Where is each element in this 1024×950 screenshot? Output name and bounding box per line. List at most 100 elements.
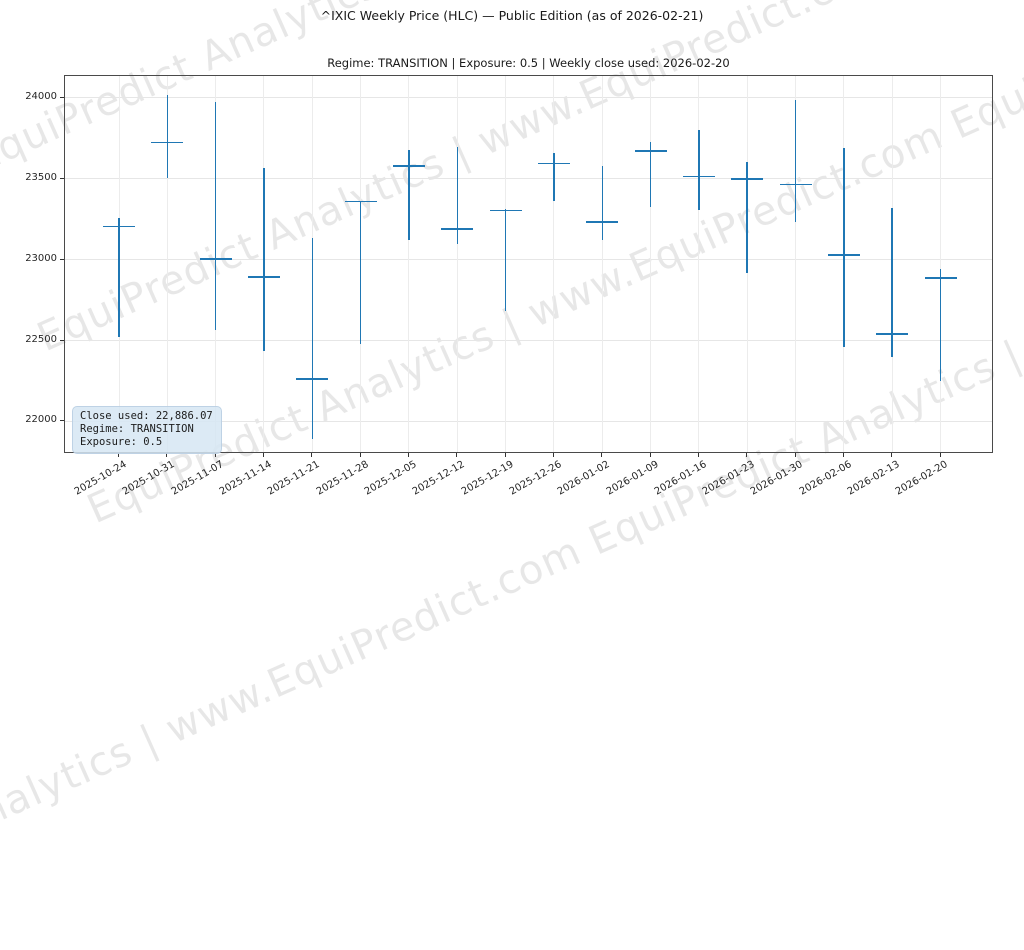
hlc-bar-close-tick bbox=[247, 275, 280, 278]
y-gridline bbox=[65, 259, 992, 261]
x-tick bbox=[359, 453, 361, 457]
x-tick-label: 2025-11-28 bbox=[314, 459, 371, 498]
hlc-bar-close-tick bbox=[682, 175, 715, 178]
hlc-bar-close-tick bbox=[586, 220, 619, 223]
x-gridline bbox=[553, 76, 555, 452]
annotation-line: Close used: 22,886.07 bbox=[80, 410, 213, 422]
y-tick bbox=[60, 96, 64, 98]
hlc-bar-close-tick bbox=[296, 377, 329, 380]
y-gridline bbox=[65, 420, 992, 422]
hlc-bar-range bbox=[263, 167, 265, 352]
hlc-bar-range bbox=[553, 152, 555, 201]
x-tick bbox=[262, 453, 264, 457]
y-tick-label: 23500 bbox=[25, 171, 57, 183]
annotation-line: Exposure: 0.5 bbox=[80, 436, 163, 448]
x-tick-label: 2026-01-23 bbox=[700, 459, 757, 498]
hlc-bar-close-tick bbox=[634, 150, 667, 153]
x-tick-label: 2025-10-31 bbox=[120, 459, 177, 498]
hlc-bar-close-tick bbox=[151, 141, 184, 144]
hlc-bar-range bbox=[311, 237, 314, 440]
hlc-bar-range bbox=[118, 218, 120, 338]
x-tick-label: 2025-11-14 bbox=[217, 459, 274, 498]
x-tick bbox=[601, 453, 603, 457]
x-tick-label: 2026-02-20 bbox=[894, 459, 951, 498]
x-tick bbox=[891, 453, 893, 457]
y-gridline bbox=[65, 178, 992, 180]
hlc-bar-range bbox=[891, 208, 894, 358]
y-gridline bbox=[65, 97, 992, 99]
hlc-bar-close-tick bbox=[876, 332, 909, 335]
y-tick-label: 22500 bbox=[25, 333, 57, 345]
x-gridline bbox=[456, 76, 458, 452]
x-tick bbox=[794, 453, 796, 457]
chart-subtitle: Regime: TRANSITION | Exposure: 0.5 | Wee… bbox=[327, 56, 730, 70]
hlc-bar-range bbox=[843, 148, 845, 348]
x-tick-label: 2026-01-02 bbox=[555, 459, 612, 498]
chart-title: ^IXIC Weekly Price (HLC) — Public Editio… bbox=[320, 8, 704, 23]
y-tick bbox=[60, 339, 64, 341]
x-tick-label: 2026-02-13 bbox=[845, 459, 902, 498]
y-tick bbox=[60, 177, 64, 179]
x-tick-label: 2025-12-12 bbox=[410, 459, 467, 498]
hlc-bar-range bbox=[698, 129, 700, 211]
x-gridline bbox=[408, 76, 410, 452]
x-tick-label: 2026-01-09 bbox=[604, 459, 661, 498]
x-tick bbox=[311, 453, 313, 457]
hlc-bar-range bbox=[601, 165, 604, 241]
hlc-bar-close-tick bbox=[392, 165, 425, 168]
x-tick-label: 2025-12-05 bbox=[362, 459, 419, 498]
x-gridline bbox=[795, 76, 797, 452]
y-tick-label: 23000 bbox=[25, 252, 57, 264]
x-gridline bbox=[601, 76, 603, 452]
y-tick bbox=[60, 258, 64, 260]
hlc-bar-close-tick bbox=[924, 277, 957, 280]
x-tick bbox=[649, 453, 651, 457]
hlc-bar-range bbox=[359, 200, 362, 344]
x-tick bbox=[456, 453, 458, 457]
hlc-bar-close-tick bbox=[441, 228, 474, 230]
x-tick-label: 2025-12-26 bbox=[507, 459, 564, 498]
x-tick bbox=[214, 453, 216, 457]
hlc-bar-range bbox=[504, 208, 507, 311]
x-tick-label: 2026-02-06 bbox=[797, 459, 854, 498]
annotation-box: Close used: 22,886.07 Regime: TRANSITION E… bbox=[72, 406, 222, 454]
hlc-bar-range bbox=[408, 149, 410, 241]
x-tick-label: 2025-12-19 bbox=[459, 459, 516, 498]
x-gridline bbox=[650, 76, 652, 452]
hlc-bar-close-tick bbox=[827, 253, 860, 256]
x-gridline bbox=[940, 76, 942, 452]
y-tick-label: 22000 bbox=[25, 414, 57, 426]
annotation-line: Regime: TRANSITION bbox=[80, 423, 194, 435]
hlc-bar-range bbox=[746, 161, 749, 273]
hlc-bar-close-tick bbox=[344, 200, 377, 203]
x-gridline bbox=[698, 76, 700, 452]
x-tick bbox=[166, 453, 168, 457]
x-tick-label: 2026-01-16 bbox=[652, 459, 709, 498]
y-tick-label: 24000 bbox=[25, 90, 57, 102]
x-tick-label: 2025-10-24 bbox=[72, 459, 129, 498]
hlc-bar-close-tick bbox=[103, 225, 135, 228]
x-tick bbox=[504, 453, 506, 457]
x-tick-label: 2025-11-21 bbox=[265, 459, 322, 498]
hlc-bar-close-tick bbox=[779, 183, 812, 186]
hlc-bar-range bbox=[794, 100, 797, 222]
x-tick-label: 2025-11-07 bbox=[169, 459, 226, 498]
hlc-bar-range bbox=[214, 102, 217, 331]
y-gridline bbox=[65, 340, 992, 342]
hlc-bar-range bbox=[939, 268, 942, 382]
x-tick bbox=[746, 453, 748, 457]
y-tick bbox=[60, 420, 64, 422]
hlc-bar-close-tick bbox=[489, 209, 522, 212]
hlc-bar-close-tick bbox=[731, 177, 764, 180]
x-tick bbox=[118, 453, 119, 457]
hlc-bar-range bbox=[166, 94, 169, 179]
x-gridline bbox=[166, 76, 168, 452]
hlc-bar-range bbox=[456, 146, 459, 245]
x-tick bbox=[552, 453, 554, 457]
plot-area bbox=[64, 75, 993, 453]
x-tick bbox=[939, 453, 941, 457]
x-tick bbox=[697, 453, 699, 457]
x-tick bbox=[842, 453, 844, 457]
hlc-bar-range bbox=[649, 141, 652, 208]
